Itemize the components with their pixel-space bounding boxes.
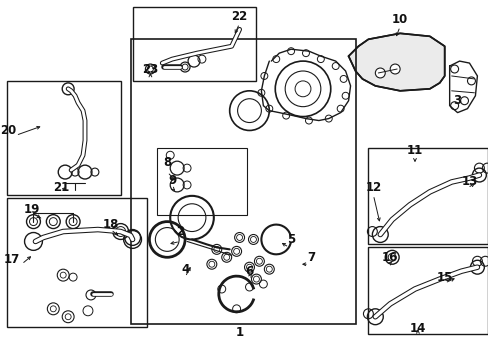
Text: 19: 19 xyxy=(23,203,40,216)
Text: 12: 12 xyxy=(365,181,381,194)
Circle shape xyxy=(389,64,399,74)
Bar xyxy=(7,81,121,195)
Text: 18: 18 xyxy=(102,218,119,231)
Text: 11: 11 xyxy=(406,144,422,157)
Text: 4: 4 xyxy=(181,263,189,276)
Text: 5: 5 xyxy=(286,233,295,246)
Text: 1: 1 xyxy=(235,326,243,339)
Bar xyxy=(132,6,256,81)
Text: 16: 16 xyxy=(381,251,398,264)
Polygon shape xyxy=(348,33,444,91)
Text: 21: 21 xyxy=(53,181,69,194)
Text: 10: 10 xyxy=(391,13,407,26)
Text: 9: 9 xyxy=(168,174,176,186)
Text: 23: 23 xyxy=(142,63,158,76)
Bar xyxy=(367,148,488,244)
Text: 7: 7 xyxy=(306,251,314,264)
Text: 2: 2 xyxy=(176,225,184,238)
Text: 6: 6 xyxy=(245,265,253,278)
Text: 3: 3 xyxy=(452,94,461,107)
Text: 8: 8 xyxy=(163,156,171,169)
Bar xyxy=(7,198,147,327)
Circle shape xyxy=(375,68,385,78)
Bar xyxy=(157,148,246,215)
Text: 22: 22 xyxy=(231,10,247,23)
Text: 17: 17 xyxy=(3,253,20,266)
Text: 13: 13 xyxy=(460,175,477,189)
Bar xyxy=(130,39,355,324)
Text: 15: 15 xyxy=(436,271,452,284)
Bar xyxy=(367,247,488,334)
Text: 20: 20 xyxy=(0,124,17,137)
Text: 14: 14 xyxy=(409,322,425,335)
